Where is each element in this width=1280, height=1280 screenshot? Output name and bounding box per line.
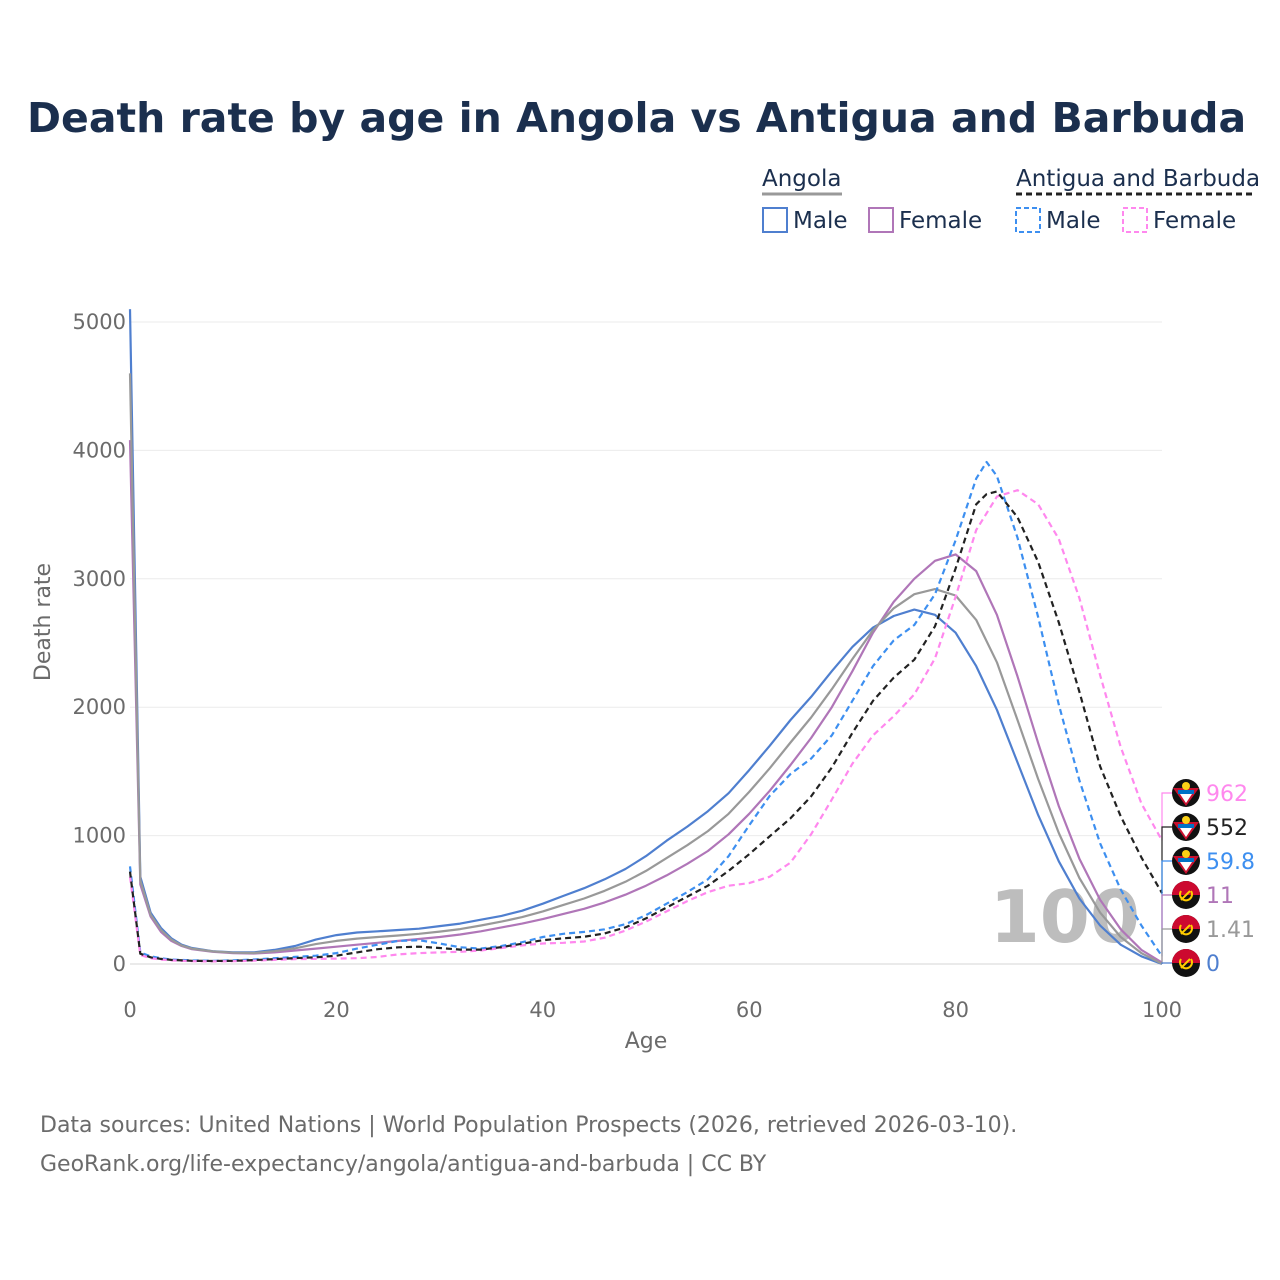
- antigua-flag-icon: [1172, 779, 1200, 807]
- end-label-value: 11: [1206, 884, 1234, 909]
- legend-group-angola[interactable]: Angola Male Female: [762, 166, 982, 234]
- end-label-connector: [1161, 928, 1172, 964]
- x-axis-title: Age: [625, 1029, 668, 1054]
- x-tick-label: 60: [736, 998, 763, 1022]
- x-tick-label: 0: [123, 998, 136, 1022]
- legend: Angola Male Female Antigua and Barbuda M…: [762, 166, 1260, 234]
- end-label-value: 0: [1206, 952, 1220, 977]
- end-label-value: 59.8: [1206, 850, 1255, 875]
- age-watermark: 100: [990, 875, 1140, 959]
- antigua-flag-icon: [1172, 813, 1200, 841]
- series-line-antigua-and-barbuda-total[interactable]: [128, 490, 1163, 963]
- chart-title: Death rate by age in Angola vs Antigua a…: [27, 94, 1246, 142]
- legend-swatch-antigua-male[interactable]: [1015, 207, 1041, 233]
- x-tick-label: 40: [529, 998, 556, 1022]
- end-label-connector: [1161, 860, 1172, 957]
- end-label-value: 1.41: [1206, 918, 1255, 943]
- angola-flag-icon: [1172, 881, 1200, 909]
- y-tick-label: 2000: [73, 695, 126, 719]
- series-line-angola-male[interactable]: [128, 309, 1163, 966]
- grid: [130, 321, 1162, 965]
- x-tick-label: 80: [942, 998, 969, 1022]
- end-label-connector: [1161, 962, 1172, 964]
- y-tick-label: 0: [113, 952, 126, 976]
- angola-flag-icon: [1172, 915, 1200, 943]
- y-tick-label: 4000: [73, 438, 126, 462]
- end-label-connector: [1161, 792, 1172, 841]
- legend-label-antigua-male: Male: [1046, 208, 1100, 234]
- legend-label-antigua-female: Female: [1153, 208, 1236, 234]
- x-tick-label: 100: [1142, 998, 1182, 1022]
- angola-flag-icon: [1172, 949, 1200, 977]
- x-tick-label: 20: [323, 998, 350, 1022]
- legend-swatch-angola-female[interactable]: [868, 207, 894, 233]
- y-tick-label: 1000: [73, 824, 126, 848]
- end-label-value: 962: [1206, 782, 1248, 807]
- y-tick-label: 5000: [73, 310, 126, 334]
- legend-group-antigua[interactable]: Antigua and Barbuda Male Female: [1015, 166, 1260, 234]
- end-labels: 962 552 59.8 11 1.41 0: [1172, 779, 1255, 977]
- y-tick-label: 3000: [73, 567, 126, 591]
- series-line-antigua-and-barbuda-male[interactable]: [128, 460, 1163, 962]
- end-label-value: 552: [1206, 816, 1248, 841]
- legend-group-title: Angola: [762, 166, 841, 192]
- antigua-flag-icon: [1172, 847, 1200, 875]
- end-label-connector: [1161, 826, 1172, 894]
- legend-swatch-angola-male[interactable]: [762, 207, 788, 233]
- source-line-2[interactable]: GeoRank.org/life-expectancy/angola/antig…: [40, 1152, 767, 1177]
- y-axis-title: Death rate: [31, 563, 56, 681]
- legend-group-title: Antigua and Barbuda: [1016, 166, 1260, 192]
- y-axis: 0 1000 2000 3000 4000 5000: [73, 310, 126, 976]
- end-label-connectors: [1161, 792, 1172, 964]
- legend-swatch-antigua-female[interactable]: [1122, 207, 1148, 233]
- x-axis: 0 20 40 60 80 100: [123, 998, 1182, 1022]
- legend-label-angola-male: Male: [793, 208, 847, 234]
- legend-label-angola-female: Female: [899, 208, 982, 234]
- source-line-1: Data sources: United Nations | World Pop…: [40, 1113, 1017, 1138]
- series-lines: [128, 309, 1163, 966]
- series-line-angola-total[interactable]: [128, 373, 1163, 965]
